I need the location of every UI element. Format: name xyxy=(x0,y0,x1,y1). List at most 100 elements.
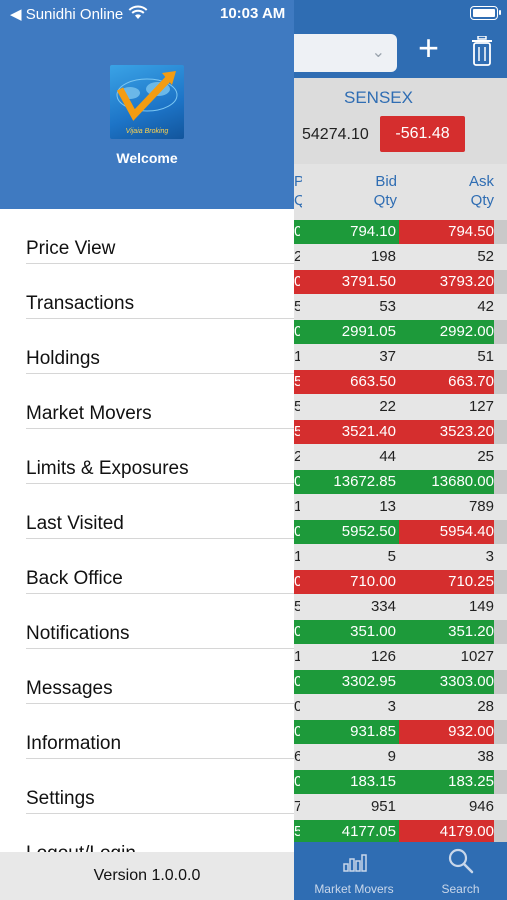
menu-item-messages[interactable]: Messages xyxy=(0,649,294,704)
divider xyxy=(26,593,294,594)
ask-price: 794.50 xyxy=(399,220,494,244)
quote-row[interactable]: 0 13672.85 13680.00 xyxy=(294,470,507,494)
stub-qty-cell: 7 xyxy=(294,798,300,815)
ask-price: 663.70 xyxy=(399,370,494,394)
bid-price: 4177.05 xyxy=(300,820,399,844)
wifi-icon xyxy=(128,5,148,19)
stub-cell: 0 xyxy=(294,320,300,344)
bid-qty: 13 xyxy=(379,498,396,515)
ask-price: 4179.00 xyxy=(399,820,494,844)
menu-item-limits-exposures[interactable]: Limits & Exposures xyxy=(0,429,294,484)
quote-row[interactable]: 0 794.10 794.50 xyxy=(294,220,507,244)
menu-item-label: Holdings xyxy=(26,348,100,369)
tab-search[interactable]: Search xyxy=(414,842,507,900)
bid-qty: 22 xyxy=(379,398,396,415)
stub-cell: 0 xyxy=(294,220,300,244)
trash-icon[interactable] xyxy=(470,35,494,71)
quote-qty-row: 0 3 28 xyxy=(294,694,507,720)
tab-bar: Market Movers Search xyxy=(294,842,507,900)
menu-item-notifications[interactable]: Notifications xyxy=(0,594,294,649)
ask-price: 13680.00 xyxy=(399,470,494,494)
quote-row[interactable]: 5 4177.05 4179.00 xyxy=(294,820,507,844)
clock: 10:03 AM xyxy=(220,5,286,22)
quote-row[interactable]: 5 663.50 663.70 xyxy=(294,370,507,394)
quote-row[interactable]: 0 2991.05 2992.00 xyxy=(294,320,507,344)
bid-qty: 5 xyxy=(387,548,396,565)
menu-item-information[interactable]: Information xyxy=(0,704,294,759)
bid-price: 5952.50 xyxy=(300,520,399,544)
menu-item-back-office[interactable]: Back Office xyxy=(0,539,294,594)
quote-row[interactable]: 0 3302.95 3303.00 xyxy=(294,670,507,694)
index-panel[interactable]: SENSEX 54274.10 -561.48 xyxy=(294,78,507,164)
quote-row[interactable]: 0 3791.50 3793.20 xyxy=(294,270,507,294)
stub-cell: 5 xyxy=(294,420,300,444)
divider xyxy=(26,538,294,539)
bid-qty: 53 xyxy=(379,298,396,315)
brand-logo: Vijaia Broking xyxy=(110,65,184,139)
bid-price: 183.15 xyxy=(300,770,399,794)
stub-cell: 0 xyxy=(294,470,300,494)
bid-price: 2991.05 xyxy=(300,320,399,344)
stub-qty-cell: 1 xyxy=(294,648,300,665)
menu-item-label: Price View xyxy=(26,238,116,259)
add-icon[interactable]: + xyxy=(418,27,440,68)
menu-item-market-movers[interactable]: Market Movers xyxy=(0,374,294,429)
stub-cell: 0 xyxy=(294,770,300,794)
ask-qty: 1027 xyxy=(460,648,494,665)
ask-qty: 51 xyxy=(477,348,494,365)
stub-qty-cell: 2 xyxy=(294,248,300,265)
divider xyxy=(26,813,294,814)
version-label: Version 1.0.0.0 xyxy=(93,867,201,884)
bar-chart-icon xyxy=(343,854,367,872)
menu-item-transactions[interactable]: Transactions xyxy=(0,264,294,319)
tab-market-movers[interactable]: Market Movers xyxy=(294,842,414,900)
ask-qty: 946 xyxy=(468,798,494,815)
menu-item-label: Settings xyxy=(26,788,95,809)
ask-price: 3793.20 xyxy=(399,270,494,294)
status-bar: ◀ Sunidhi Online 10:03 AM xyxy=(0,0,507,28)
column-header-bid: Bid Qty xyxy=(373,173,397,209)
ask-price: 351.20 xyxy=(399,620,494,644)
quote-qty-row: 5 22 127 xyxy=(294,394,507,420)
quote-row[interactable]: 0 5952.50 5954.40 xyxy=(294,520,507,544)
menu-item-holdings[interactable]: Holdings xyxy=(0,319,294,374)
menu-item-price-view[interactable]: Price View xyxy=(0,209,294,264)
bid-price: 663.50 xyxy=(300,370,399,394)
battery-icon xyxy=(470,6,501,20)
logo-caption: Vijaia Broking xyxy=(125,128,169,135)
ask-qty: 28 xyxy=(477,698,494,715)
quote-qty-row: 1 5 3 xyxy=(294,544,507,570)
index-value: 54274.10 xyxy=(302,126,369,143)
bid-price: 710.00 xyxy=(300,570,399,594)
index-name: SENSEX xyxy=(344,88,413,107)
divider xyxy=(26,263,294,264)
bid-qty: 3 xyxy=(387,698,396,715)
ask-price: 2992.00 xyxy=(399,320,494,344)
quote-row[interactable]: 0 183.15 183.25 xyxy=(294,770,507,794)
quote-row[interactable]: 0 931.85 932.00 xyxy=(294,720,507,744)
stub-qty-cell: 6 xyxy=(294,748,300,765)
quote-qty-row: 5 53 42 xyxy=(294,294,507,320)
divider xyxy=(26,373,294,374)
quote-qty-row: 2 44 25 xyxy=(294,444,507,470)
quote-row[interactable]: 5 3521.40 3523.20 xyxy=(294,420,507,444)
stub-cell: 5 xyxy=(294,820,300,844)
stub-qty-cell: 5 xyxy=(294,398,300,415)
stub-cell: 0 xyxy=(294,520,300,544)
quote-row[interactable]: 0 351.00 351.20 xyxy=(294,620,507,644)
chevron-down-icon: ⌄ xyxy=(371,44,385,61)
bid-qty: 951 xyxy=(370,798,396,815)
stub-qty-cell: 5 xyxy=(294,598,300,615)
divider xyxy=(26,428,294,429)
tab-label: Market Movers xyxy=(314,882,394,896)
menu-item-settings[interactable]: Settings xyxy=(0,759,294,814)
menu-item-last-visited[interactable]: Last Visited xyxy=(0,484,294,539)
quote-qty-row: 1 37 51 xyxy=(294,344,507,370)
bid-price: 3791.50 xyxy=(300,270,399,294)
quote-qty-row: 1 126 1027 xyxy=(294,644,507,670)
quote-row[interactable]: 0 710.00 710.25 xyxy=(294,570,507,594)
ask-price: 3523.20 xyxy=(399,420,494,444)
stub-cell: 0 xyxy=(294,570,300,594)
carrier-label: ◀ Sunidhi Online xyxy=(10,6,124,23)
